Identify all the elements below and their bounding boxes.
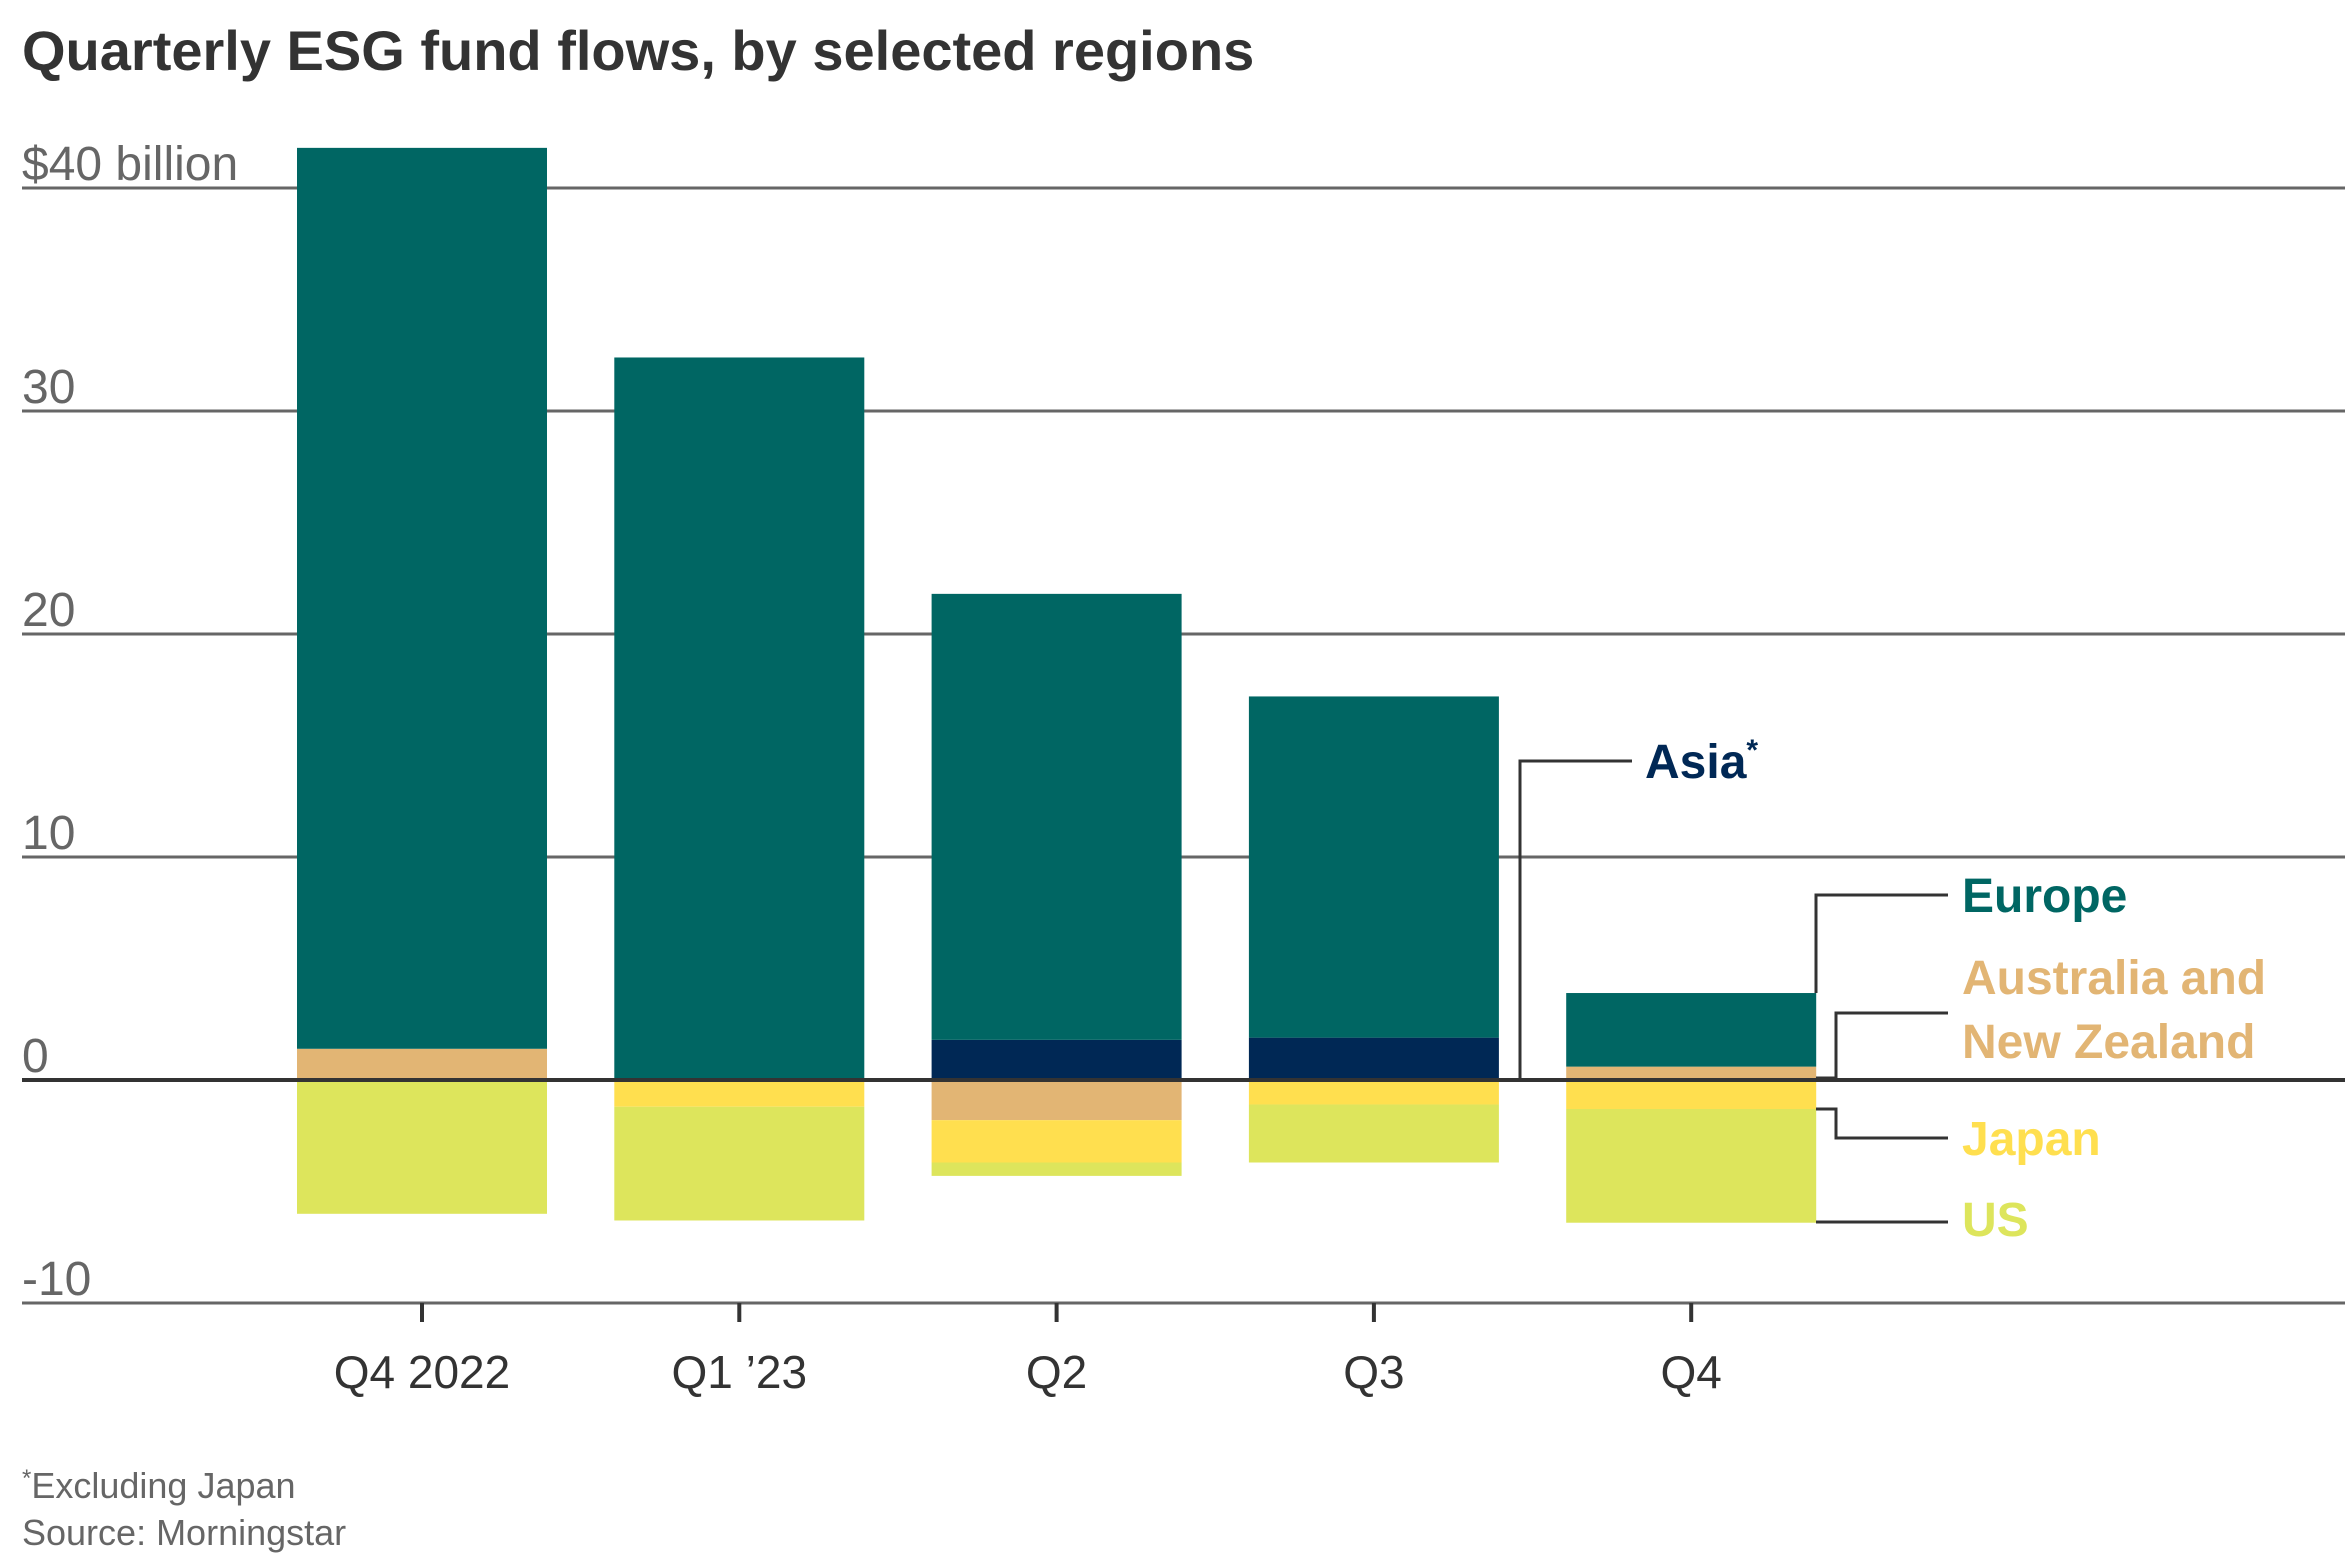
- bar-segment-europe: [1248, 696, 1499, 1038]
- bar-segment-asia-: [1248, 1037, 1499, 1080]
- y-tick-label: -10: [22, 1253, 91, 1306]
- bars: [297, 147, 1817, 1223]
- legend: [1518, 759, 1948, 1224]
- legend-label-anz-line2: New Zealand: [1962, 1016, 2255, 1069]
- y-tick-label: 20: [22, 584, 75, 637]
- legend-label-anz-line1: Australia and: [1962, 952, 2266, 1005]
- bar-segment-australia-and-new-zealand: [931, 1080, 1182, 1121]
- bar-segment-europe: [931, 593, 1182, 1040]
- bar-segment-japan: [931, 1120, 1182, 1163]
- y-tick-label: 30: [22, 361, 75, 414]
- bar-segment-europe: [297, 147, 547, 1049]
- x-tick-label: Q1 ’23: [672, 1346, 808, 1398]
- bar-segment-japan: [1248, 1080, 1499, 1105]
- bar-segment-europe: [614, 357, 865, 1081]
- x-tick-label: Q4 2022: [334, 1346, 510, 1398]
- y-tick-label: 0: [22, 1030, 49, 1083]
- leader-line-asia: [1518, 759, 1632, 1080]
- bar-segment-asia-: [931, 1039, 1182, 1080]
- bar-segment-us: [931, 1162, 1182, 1176]
- bar-segment-australia-and-new-zealand: [1566, 1066, 1817, 1080]
- legend-label-japan: Japan: [1962, 1113, 2101, 1166]
- y-tick-label: $40 billion: [22, 138, 238, 191]
- legend-label-europe: Europe: [1962, 870, 2127, 923]
- x-axis: Q4 2022 Q1 ’23 Q2 Q3 Q4: [22, 1078, 2345, 1398]
- bar-segment-us: [614, 1106, 865, 1221]
- footnote: *Excluding Japan: [22, 1465, 296, 1506]
- leader-line-japan: [1816, 1107, 1948, 1140]
- y-axis-labels: -10 0 10 20 30 $40 billion: [22, 138, 238, 1306]
- x-tick-label: Q3: [1343, 1346, 1404, 1398]
- bar-segment-us: [297, 1080, 547, 1214]
- leader-line-anz: [1816, 1011, 1948, 1080]
- x-tick-label: Q4: [1661, 1346, 1722, 1398]
- bar-segment-europe: [1566, 993, 1817, 1067]
- bar-segment-us: [1248, 1104, 1499, 1163]
- bar-segment-japan: [1566, 1080, 1817, 1109]
- chart-title: Quarterly ESG fund flows, by selected re…: [22, 19, 1254, 82]
- bar-segment-australia-and-new-zealand: [297, 1048, 547, 1080]
- leader-line-europe: [1814, 893, 1948, 993]
- legend-label-us: US: [1962, 1194, 2029, 1247]
- y-tick-label: 10: [22, 807, 75, 860]
- bar-segment-us: [1566, 1108, 1817, 1223]
- source: Source: Morningstar: [22, 1512, 346, 1553]
- legend-label-asia: Asia*: [1645, 734, 1758, 789]
- x-tick-label: Q2: [1026, 1346, 1087, 1398]
- bar-segment-japan: [614, 1080, 865, 1107]
